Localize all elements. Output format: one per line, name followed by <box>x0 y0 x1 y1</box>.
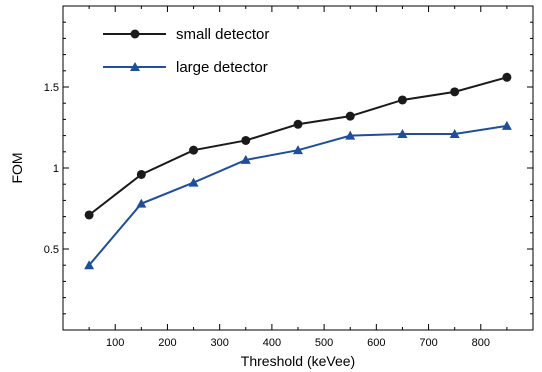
data-point-large-detector <box>345 130 356 140</box>
x-tick-label: 500 <box>315 337 333 349</box>
x-tick-label: 400 <box>263 337 281 349</box>
x-axis-title: Threshold (keVee) <box>241 353 355 369</box>
y-tick-label: 1 <box>53 163 59 175</box>
legend: small detector large detector <box>103 26 269 76</box>
data-point-large-detector <box>293 145 303 155</box>
legend-marker-small-detector <box>130 29 140 39</box>
data-point-small-detector <box>502 72 512 82</box>
x-tick-label: 700 <box>419 337 437 349</box>
data-point-large-detector <box>84 260 95 270</box>
data-point-large-detector <box>240 154 251 164</box>
y-axis-title: FOM <box>9 152 25 183</box>
data-point-small-detector <box>345 111 355 121</box>
axis-ticks: 100 200 300 400 500 600 700 800 0.5 1 1.5 <box>44 6 533 349</box>
data-point-small-detector <box>450 87 460 97</box>
legend-label-small-detector: small detector <box>176 26 269 43</box>
legend-label-large-detector: large detector <box>176 59 268 76</box>
data-point-small-detector <box>136 169 146 179</box>
x-tick-label: 300 <box>210 337 228 349</box>
x-tick-label: 200 <box>158 337 176 349</box>
data-point-small-detector <box>397 95 407 105</box>
data-point-small-detector <box>189 145 199 155</box>
legend-marker-large-detector <box>130 62 140 71</box>
data-point-small-detector <box>241 135 251 145</box>
x-tick-label: 800 <box>472 337 490 349</box>
data-point-large-detector <box>501 120 512 130</box>
x-tick-label: 600 <box>367 337 385 349</box>
data-point-large-detector <box>136 198 147 208</box>
data-point-large-detector <box>449 128 460 138</box>
x-tick-label: 100 <box>106 337 124 349</box>
series-layer <box>84 72 512 270</box>
y-tick-label: 0.5 <box>44 244 59 256</box>
data-point-small-detector <box>293 119 303 129</box>
data-point-large-detector <box>397 128 408 138</box>
data-point-large-detector <box>188 177 199 187</box>
plot-frame <box>62 5 534 331</box>
y-tick-label: 1.5 <box>44 82 59 94</box>
data-point-small-detector <box>84 210 94 220</box>
